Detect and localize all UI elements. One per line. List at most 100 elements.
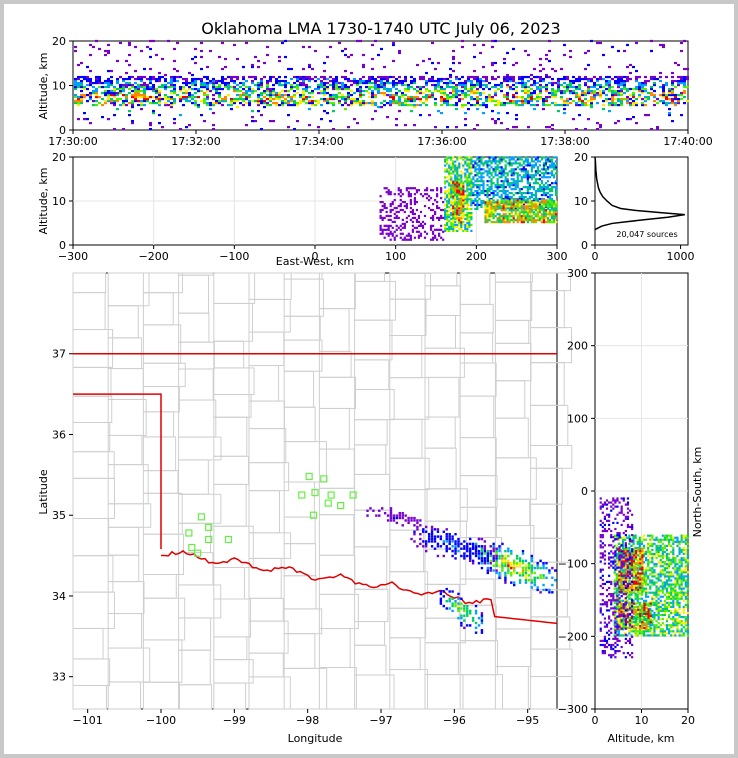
time-height-cell <box>191 87 194 91</box>
time-height-cell <box>170 85 173 89</box>
ew-density-cell <box>478 176 481 179</box>
time-height-cell <box>467 87 470 91</box>
plan-density-cell <box>539 591 542 594</box>
time-height-cell <box>278 55 281 59</box>
county-outline <box>318 272 356 310</box>
ew-density-cell <box>448 196 451 199</box>
time-height-cell <box>140 103 143 107</box>
ns-density-cell <box>624 536 627 539</box>
ew-density-cell <box>534 221 538 224</box>
ew-density-cell <box>544 170 548 173</box>
time-height-cell <box>419 99 422 103</box>
ew-density-cell <box>472 160 475 163</box>
time-height-cell <box>338 41 341 45</box>
time-height-cell <box>227 83 230 87</box>
plan-density-cell <box>422 540 425 543</box>
ew-density-cell <box>484 193 487 197</box>
time-height-cell <box>608 65 611 69</box>
ew-density-cell <box>540 201 544 204</box>
ew-density-cell <box>498 203 501 206</box>
ew-density-cell <box>550 217 554 220</box>
time-height-cell <box>89 121 92 125</box>
ew-density-cell <box>502 219 505 222</box>
ew-density-cell <box>446 160 449 163</box>
ew-density-cell <box>466 219 469 223</box>
time-height-cell <box>554 81 557 85</box>
time-height-cell <box>470 97 473 101</box>
time-height-cell <box>338 95 341 99</box>
ew-density-cell <box>464 202 467 205</box>
ew-density-cell <box>504 190 507 193</box>
time-height-cell <box>485 83 488 87</box>
longitude-tick-label: −101 <box>73 714 103 727</box>
ew-density-cell <box>510 205 513 208</box>
ew-density-cell <box>512 217 515 220</box>
time-height-cell <box>404 89 407 93</box>
ew-density-cell <box>413 197 417 200</box>
ew-density-cell <box>540 217 544 220</box>
ew-density-cell <box>536 156 540 159</box>
time-height-cell <box>461 89 464 93</box>
time-height-cell <box>113 99 116 103</box>
ew-density-cell <box>478 170 481 173</box>
ew-density-cell <box>452 160 455 163</box>
ew-density-cell <box>536 160 540 163</box>
ew-density-cell <box>436 238 439 241</box>
time-height-cell <box>443 91 446 95</box>
plan-density-cell <box>518 559 522 563</box>
ew-density-cell <box>504 197 507 201</box>
time-height-cell <box>644 81 647 85</box>
time-height-cell <box>134 97 137 101</box>
time-height-cell <box>242 103 245 107</box>
ew-density-cell <box>528 188 531 191</box>
time-height-cell <box>479 83 482 87</box>
ew-density-cell <box>468 156 471 159</box>
time-height-cell <box>611 77 614 81</box>
ew-density-cell <box>440 214 443 218</box>
ew-density-cell <box>474 184 477 187</box>
time-height-cell <box>575 101 578 105</box>
time-height-cell <box>638 85 641 89</box>
time-height-cell <box>662 45 665 49</box>
plan-density-cell <box>486 557 489 560</box>
time-height-cell <box>338 99 341 103</box>
ns-density-cell <box>615 620 618 623</box>
time-height-cell <box>587 79 590 83</box>
ns-density-cell <box>615 546 618 550</box>
ew-density-cell <box>470 190 473 193</box>
time-height-cell <box>476 79 479 83</box>
time-height-cell <box>554 89 557 93</box>
time-axis-tick-label: 17:40:00 <box>663 135 712 148</box>
time-height-cell <box>287 99 290 103</box>
time-height-cell <box>611 97 614 101</box>
ns-density-cell <box>636 615 639 619</box>
ew-density-cell <box>520 217 523 220</box>
ew-density-cell <box>506 193 509 197</box>
time-height-cell <box>452 103 455 107</box>
time-height-cell <box>302 93 305 97</box>
ns-density-cell <box>640 630 644 633</box>
time-height-cell <box>476 107 479 111</box>
plan-density-cell <box>454 547 457 550</box>
ew-density-cell <box>550 203 554 206</box>
time-height-cell <box>110 79 113 83</box>
ew-density-cell <box>540 168 544 171</box>
east-west-axis-tick-label: 0 <box>312 250 319 263</box>
time-height-cell <box>377 75 380 79</box>
time-height-cell <box>266 87 269 91</box>
plan-density-cell <box>416 519 419 522</box>
time-height-cell <box>317 83 320 87</box>
time-height-cell <box>92 99 95 103</box>
time-height-cell <box>158 75 161 79</box>
time-height-cell <box>380 75 383 79</box>
time-height-cell <box>302 87 305 91</box>
plan-density-cell <box>486 562 489 565</box>
plan-density-cell <box>439 600 443 603</box>
time-height-cell <box>245 97 248 101</box>
ew-density-cell <box>508 158 511 161</box>
ew-density-cell <box>446 158 449 161</box>
ew-density-cell <box>540 205 544 208</box>
ew-density-cell <box>524 209 527 212</box>
ew-density-cell <box>395 224 398 227</box>
time-height-cell <box>455 89 458 93</box>
